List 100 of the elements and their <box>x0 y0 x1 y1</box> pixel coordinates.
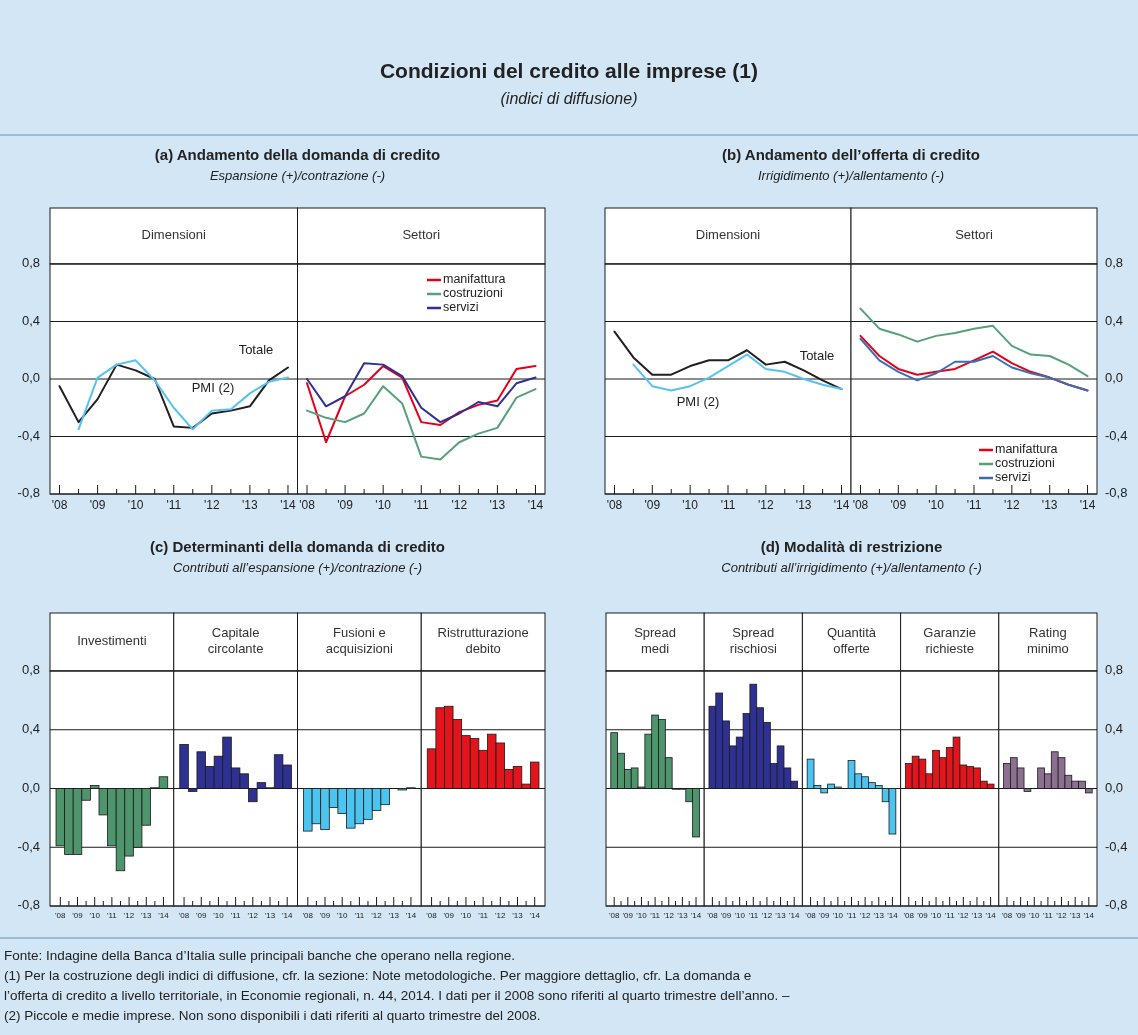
x-tick-label: '08 <box>903 911 915 921</box>
series-label: Totale <box>799 348 835 364</box>
x-tick-label: '09 <box>819 911 830 921</box>
text: (indici di diffusione) <box>500 90 638 107</box>
text: Irrigidimento (+)/allentamento (-) <box>757 168 945 183</box>
line-series <box>77 359 289 431</box>
y-tick-label: -0,8 <box>1105 485 1128 501</box>
legend-label: costruzioni <box>443 286 503 301</box>
x-tick-label: '14 <box>833 498 850 513</box>
x-tick-label: '08 <box>299 498 316 513</box>
chart-title: Spread medi <box>634 625 677 657</box>
chart-title: Ristrutturazione debito <box>437 625 529 657</box>
x-tick-label: '13 <box>512 911 524 921</box>
chart-title: Investimenti <box>77 633 147 649</box>
text: (1) Per la costruzione degli indici di diffusione, cfr. la sezione: Note metodologiche. Per maggiore dettaglio, cfr. La domanda e <box>4 968 752 983</box>
text: (2) Piccole e medie imprese. Non sono disponibili i dati riferiti al quarto trimestre del 2008. <box>4 1008 541 1023</box>
y-tick-label: -0,4 <box>17 427 40 443</box>
x-tick-label: '12 <box>663 911 675 921</box>
text: Condizioni del credito alle imprese (1) <box>379 59 759 82</box>
y-tick-label: -0,8 <box>17 897 40 913</box>
chart-title: Capitale circolante <box>207 625 264 657</box>
text: l’offerta di credito a livello territoriale, in Economie regionali, n. 44, 2014. I dati per il 2008 sono riferiti al quarto trimestre dell’anno. – <box>4 988 790 1003</box>
series-label: PMI (2) <box>676 394 720 410</box>
x-tick-label: '12 <box>761 911 773 921</box>
x-tick-label: '10 <box>928 498 945 513</box>
chart-title: Spread rischiosi <box>729 625 777 657</box>
x-tick-label: '08 <box>606 498 623 513</box>
chart-title: Quantità offerte <box>826 625 877 657</box>
x-tick-label: '09 <box>917 911 929 921</box>
text: (d) Modalità di restrizione <box>760 538 943 555</box>
x-tick-label: '08 <box>608 911 620 921</box>
x-tick-label: '10 <box>1029 911 1041 921</box>
legend-label: servizi <box>995 470 1031 485</box>
x-tick-label: '08 <box>707 911 719 921</box>
x-tick-label: '14 <box>280 498 297 513</box>
x-tick-label: '12 <box>123 911 135 921</box>
y-tick-label: -0,4 <box>17 838 40 854</box>
y-tick-label: -0,8 <box>17 485 40 501</box>
x-tick-label: '13 <box>242 498 259 513</box>
chart-title: Settori <box>402 227 441 243</box>
x-tick-label: '13 <box>1041 498 1058 513</box>
line-series <box>859 307 1089 378</box>
y-tick-label: 0,0 <box>1105 779 1124 795</box>
x-tick-label: '13 <box>795 498 812 513</box>
chart-title: Rating minimo <box>1026 625 1069 657</box>
x-tick-label: '08 <box>426 911 438 921</box>
x-tick-label: '14 <box>405 911 417 921</box>
y-tick-label: 0,0 <box>1105 370 1124 386</box>
x-tick-label: '12 <box>1056 911 1068 921</box>
x-tick-label: '12 <box>495 911 507 921</box>
x-tick-label: '13 <box>489 498 506 513</box>
x-tick-label: '09 <box>1015 911 1027 921</box>
x-tick-label: '10 <box>636 911 648 921</box>
x-tick-label: '09 <box>622 911 634 921</box>
text: (b) Andamento dell’offerta di credito <box>722 146 980 163</box>
legend-label: costruzioni <box>995 456 1055 471</box>
x-tick-label: '08 <box>805 911 817 921</box>
text: Espansione (+)/contrazione (-) <box>209 168 386 183</box>
chart-title: Settori <box>955 227 993 243</box>
x-tick-label: '14 <box>690 911 702 921</box>
x-tick-label: '12 <box>371 911 383 921</box>
text: Contributi all’espansione (+)/contrazione (-) <box>173 560 422 575</box>
y-tick-label: 0,8 <box>1105 662 1124 678</box>
x-tick-label: '10 <box>734 911 746 921</box>
y-tick-label: -0,4 <box>1105 427 1128 443</box>
y-tick-label: 0,4 <box>1105 721 1124 737</box>
x-tick-label: '14 <box>1083 911 1095 921</box>
x-tick-label: '14 <box>529 911 541 921</box>
x-tick-label: '10 <box>682 498 699 513</box>
x-tick-label: '11 <box>966 498 982 513</box>
x-tick-label: '12 <box>859 911 871 921</box>
x-tick-label: '13 <box>264 911 276 921</box>
y-tick-label: 0,4 <box>21 721 40 737</box>
x-tick-label: '09 <box>443 911 455 921</box>
x-tick-label: '10 <box>336 911 348 921</box>
x-tick-label: '14 <box>281 911 293 921</box>
x-tick-label: '10 <box>832 911 844 921</box>
chart-title: Dimensioni <box>695 227 761 243</box>
y-tick-label: -0,4 <box>1105 838 1128 854</box>
x-tick-label: '14 <box>887 911 899 921</box>
x-tick-label: '10 <box>89 911 101 921</box>
series-label: PMI (2) <box>191 380 235 396</box>
x-tick-label: '11 <box>230 911 242 921</box>
y-tick-label: 0,4 <box>21 312 40 328</box>
x-tick-label: '10 <box>213 911 225 921</box>
y-tick-label: -0,8 <box>1105 897 1128 913</box>
x-tick-label: '09 <box>890 498 907 513</box>
x-tick-label: '10 <box>460 911 472 921</box>
x-tick-label: '08 <box>55 911 67 921</box>
y-tick-label: 0,8 <box>21 255 40 271</box>
x-tick-label: '11 <box>846 911 857 921</box>
x-tick-label: '14 <box>527 498 544 513</box>
x-tick-label: '09 <box>89 498 106 513</box>
x-tick-label: '11 <box>1042 911 1054 921</box>
x-tick-label: '10 <box>375 498 392 513</box>
x-tick-label: '14 <box>789 911 800 921</box>
x-tick-label: '08 <box>1001 911 1013 921</box>
x-tick-label: '08 <box>178 911 190 921</box>
x-tick-label: '11 <box>720 498 736 513</box>
text: (c) Determinanti della domanda di credito <box>149 538 446 555</box>
